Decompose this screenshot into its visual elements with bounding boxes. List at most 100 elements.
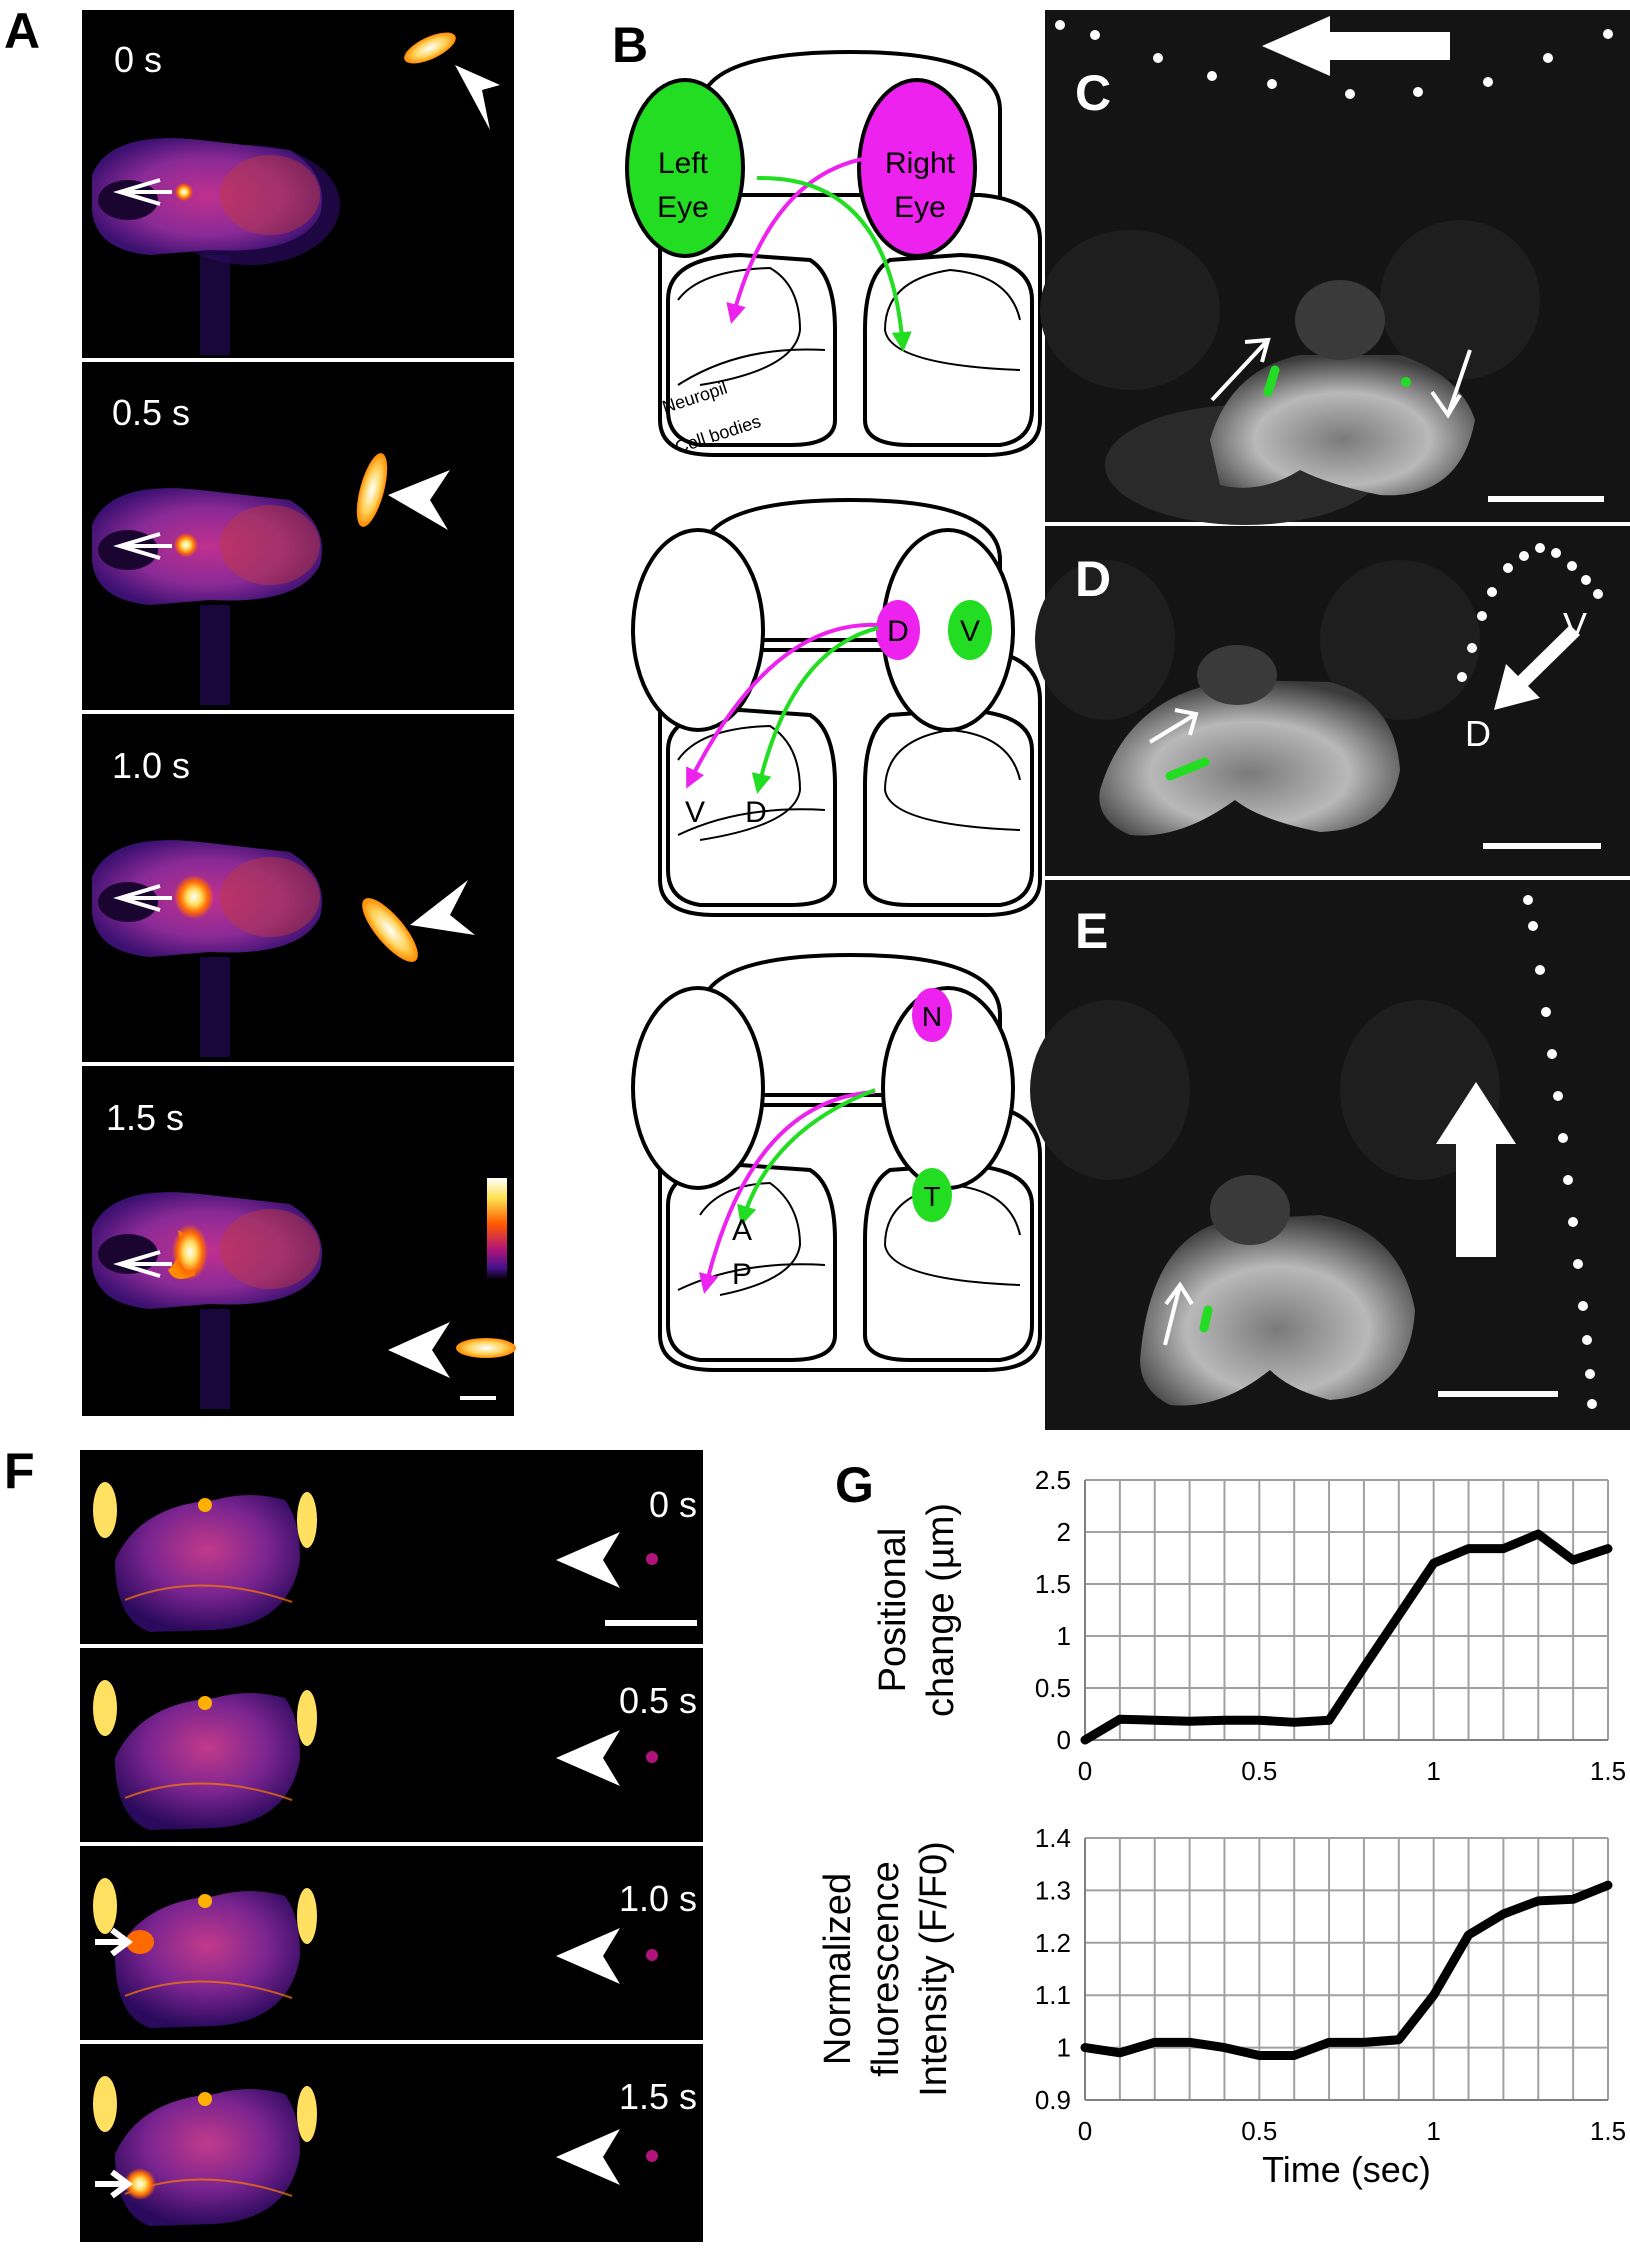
- label-d: D: [1465, 713, 1491, 754]
- chart-normalized-fluorescence: 0.9 1 1.1 1.2 1.3 1.4 0 0.5 1 1.5 Normalized fluore…: [817, 1823, 1626, 2190]
- scale-bar: [605, 1620, 697, 1626]
- label-tectum-p: P: [732, 1258, 752, 1291]
- schematic-dorsal-ventral: [631, 497, 1042, 917]
- y-tick-label: 1.4: [1035, 1823, 1071, 1853]
- arrowhead-prey: [455, 65, 500, 130]
- y-tick-label: 0.5: [1035, 1673, 1071, 1703]
- panel-e: E: [1030, 880, 1630, 1430]
- arrowhead-prey: [388, 470, 450, 530]
- x-tick-label: 1.5: [1590, 2116, 1626, 2146]
- arrowhead-prey: [388, 1322, 450, 1378]
- arrowhead-prey: [556, 1730, 620, 1786]
- arrow-tectum: [113, 884, 172, 912]
- panel-letter-c: C: [1075, 65, 1111, 121]
- frame-time: 0 s: [114, 39, 162, 80]
- arrow-tectum: [113, 1250, 172, 1278]
- projection-nasal: [698, 1090, 876, 1294]
- panel-letter-d: D: [1075, 551, 1111, 607]
- arrowhead-prey: [410, 880, 475, 935]
- series-line: [1080, 1529, 1613, 1745]
- color-scale-bar: [487, 1178, 507, 1280]
- y-tick-label: 1.1: [1035, 1980, 1071, 2010]
- arrow-tectum: [95, 1927, 133, 1957]
- label-tectum-d: D: [745, 796, 767, 829]
- label-eye-n: N: [922, 1001, 942, 1032]
- prey-paramecium: [404, 32, 456, 64]
- y-tick-label: 1: [1057, 1621, 1071, 1651]
- prey-paramecium: [362, 898, 418, 962]
- prey-stimulus: [646, 1751, 658, 1763]
- panel-c: C: [1040, 10, 1630, 525]
- arrowhead-prey: [556, 1532, 620, 1588]
- panel-f-frame-0: 0 s: [80, 1450, 703, 1644]
- frame-time: 0.5 s: [112, 392, 190, 433]
- x-tick-label: 0.5: [1241, 1756, 1277, 1786]
- projection-left-eye: [756, 175, 912, 352]
- label-eye-d: D: [887, 615, 909, 648]
- x-tick-label: 0: [1078, 2116, 1092, 2146]
- dot-stimulus-trajectory: [1457, 543, 1603, 682]
- arrow-left-tectum: [1210, 337, 1271, 402]
- series-line: [1080, 1880, 1613, 2060]
- schematic-nasal-temporal: [631, 952, 1042, 1372]
- motion-direction-arrow: [1262, 16, 1450, 76]
- y-axis-label: Intensity (F/F0): [913, 1841, 955, 2097]
- label-left-eye: Eye: [657, 191, 709, 224]
- panel-d: V D D: [1035, 526, 1630, 876]
- panel-letter-g: G: [835, 1457, 874, 1513]
- arrow-tectum: [113, 178, 172, 206]
- panel-g: G 0 0.5 1 1.5 2 2.5 0 0.5 1 1.5 Positional change (…: [817, 1457, 1626, 2190]
- panel-letter-b: B: [612, 17, 648, 73]
- x-tick-label: 0: [1078, 1756, 1092, 1786]
- x-axis-label: Time (sec): [1262, 2149, 1431, 2190]
- prey-paramecium: [356, 453, 388, 527]
- y-tick-label: 2.5: [1035, 1465, 1071, 1495]
- arrow-tectum: [113, 532, 172, 560]
- panel-a: A 0 s: [4, 3, 516, 1416]
- scale-bar: [1438, 1391, 1558, 1397]
- larva-fluorescence: [92, 138, 340, 355]
- chart-positional-change: 0 0.5 1 1.5 2 2.5 0 0.5 1 1.5 Positional change (µm…: [872, 1465, 1626, 1786]
- panel-letter-f: F: [4, 1443, 35, 1499]
- label-right-eye: Eye: [894, 191, 946, 224]
- x-tick-label: 1.5: [1590, 1756, 1626, 1786]
- panel-a-frame-0: 0 s: [82, 10, 514, 358]
- arrow-tectum: [95, 2169, 133, 2199]
- arrowhead-prey: [556, 2129, 620, 2185]
- scale-bar: [1483, 843, 1601, 849]
- arrow-tectum: [1163, 1281, 1194, 1346]
- y-axis-label: Positional: [872, 1528, 914, 1693]
- panel-f: F 0 s 0.5 s: [4, 1443, 703, 2242]
- y-tick-label: 1.3: [1035, 1875, 1071, 1905]
- panel-letter-a: A: [4, 3, 40, 59]
- panel-f-frame-1: 0.5 s: [80, 1648, 703, 1842]
- frame-time: 1.5 s: [619, 2076, 697, 2117]
- panel-a-frame-3: 1.5 s: [82, 1066, 516, 1416]
- label-right-eye: Right: [885, 147, 956, 180]
- dot-stimulus-trajectory: [1055, 20, 1613, 99]
- label-left-eye: Left: [658, 147, 709, 180]
- projection-temporal: [737, 1088, 876, 1226]
- panel-f-frame-2: 1.0 s: [80, 1846, 703, 2040]
- frame-time: 0.5 s: [619, 1680, 697, 1721]
- panel-letter-e: E: [1075, 903, 1108, 959]
- label-tectum-v: V: [685, 796, 705, 829]
- prey-stimulus: [646, 1949, 658, 1961]
- arrow-right-tectum: [1430, 349, 1472, 419]
- scale-bar: [460, 1396, 496, 1400]
- projection-right-eye: [726, 156, 869, 324]
- projection-dorsal: [686, 622, 879, 789]
- y-tick-label: 1.5: [1035, 1569, 1071, 1599]
- panel-b: B Left Eye Right Eye Neuropil Cell bodie…: [612, 17, 1042, 1372]
- arrow-tectum: [1148, 708, 1199, 744]
- panel-a-frame-1: 0.5 s: [82, 362, 514, 710]
- label-tectum-a: A: [732, 1214, 752, 1247]
- y-tick-label: 1: [1057, 2033, 1071, 2063]
- y-tick-label: 2: [1057, 1517, 1071, 1547]
- frame-time: 1.0 s: [619, 1878, 697, 1919]
- prey-stimulus: [646, 1553, 658, 1565]
- prey-stimulus: [646, 2150, 658, 2162]
- y-axis-label: fluorescence: [865, 1861, 907, 2076]
- x-tick-label: 0.5: [1241, 2116, 1277, 2146]
